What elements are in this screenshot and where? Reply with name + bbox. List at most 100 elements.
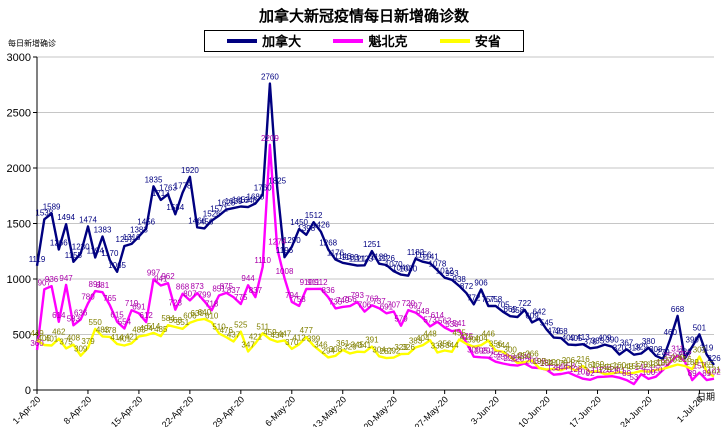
point-label: 89	[688, 369, 697, 378]
point-label: 648	[416, 307, 430, 316]
point-label: 408	[67, 334, 81, 343]
point-label: 250	[664, 351, 678, 360]
point-label: 525	[234, 321, 248, 330]
point-label: 404	[416, 334, 430, 343]
x-tick-label: 24-Jun-20	[618, 394, 654, 427]
point-label: 1008	[276, 267, 294, 276]
series-line-0	[35, 82, 715, 366]
point-label: 111	[613, 367, 626, 376]
point-label: 568	[169, 316, 183, 325]
point-label: 799	[198, 290, 212, 299]
point-label: 226	[504, 354, 518, 363]
x-tick-label: 3-Jun-20	[469, 394, 501, 426]
point-label: 718	[205, 299, 219, 308]
point-label: 89	[702, 369, 711, 378]
point-label: 1119	[29, 255, 46, 264]
point-label: 102	[707, 368, 721, 377]
legend-label-canada: 加拿大	[262, 33, 302, 49]
point-label: 997	[147, 268, 161, 277]
point-label: 291	[482, 347, 496, 356]
point-label: 448	[423, 329, 437, 338]
x-tick-label: 6-May-20	[263, 394, 297, 427]
point-label: 668	[671, 305, 685, 314]
point-label: 360	[30, 339, 44, 348]
x-tick-label: 17-Jun-20	[567, 394, 603, 427]
point-label: 642	[533, 308, 547, 317]
point-label: 1474	[79, 215, 97, 224]
point-label: 120	[598, 366, 612, 375]
point-label: 169	[591, 360, 605, 369]
point-label: 203	[525, 357, 539, 366]
point-label: 455	[453, 329, 467, 338]
point-label: 478	[103, 326, 117, 335]
point-label: 1110	[254, 256, 271, 265]
point-label: 230	[671, 354, 685, 363]
point-label: 160	[613, 361, 627, 370]
point-label: 993	[445, 269, 459, 278]
point-label: 1297	[116, 235, 134, 244]
point-label: 404	[474, 334, 488, 343]
y-tick-label: 500	[13, 330, 31, 342]
point-label: 190	[547, 358, 561, 367]
point-label: 1040	[392, 264, 410, 273]
point-label: 636	[74, 308, 88, 317]
point-label: 206	[562, 356, 576, 365]
point-label: 318	[627, 344, 641, 353]
point-label: 1466	[188, 216, 206, 225]
point-label: 198	[533, 357, 547, 366]
point-label: 501	[693, 323, 707, 332]
point-label: 551	[176, 318, 190, 327]
point-label: 287	[380, 347, 394, 356]
point-label: 483	[132, 325, 146, 334]
point-label: 1141	[421, 252, 439, 261]
point-label: 413	[576, 333, 590, 342]
point-label: 462	[52, 328, 66, 337]
point-label: 1584	[166, 203, 184, 212]
point-label: 1648	[239, 196, 257, 205]
point-label: 409	[598, 334, 612, 343]
point-label: 1494	[57, 213, 75, 222]
point-label: 391	[365, 336, 379, 345]
point-label: 295	[474, 346, 488, 355]
point-label: 459	[263, 328, 277, 337]
legend-entry-ontario: 安省	[439, 35, 501, 48]
point-label: 1456	[137, 217, 155, 226]
point-label: 319	[700, 344, 714, 353]
point-label: 175	[569, 360, 583, 369]
point-label: 906	[474, 278, 488, 287]
point-label: 691	[132, 302, 146, 311]
point-label: 756	[343, 295, 357, 304]
legend: 加拿大 魁北克 安省	[204, 30, 524, 52]
point-label: 190	[656, 358, 670, 367]
point-label: 239	[496, 353, 510, 362]
point-label: 630	[191, 309, 205, 318]
y-tick-label: 2000	[7, 163, 31, 175]
point-label: 144	[554, 363, 568, 372]
point-label: 379	[81, 337, 95, 346]
point-label: 121	[707, 366, 721, 375]
point-label: 936	[45, 275, 59, 284]
point-label: 720	[402, 299, 416, 308]
point-label: 658	[511, 306, 525, 315]
point-label: 944	[241, 274, 255, 283]
point-label: 148	[620, 363, 634, 372]
y-tick-label: 2500	[7, 108, 31, 120]
point-label: 1653	[232, 196, 250, 205]
point-label: 763	[365, 294, 379, 303]
point-label: 1290	[283, 236, 301, 245]
x-tick-label: 20-May-20	[362, 394, 399, 427]
point-label: 383	[409, 337, 423, 346]
point-label: 341	[358, 341, 372, 350]
point-label: 1155	[65, 251, 83, 260]
point-label: 1138	[370, 253, 388, 262]
point-label: 210	[664, 356, 678, 365]
point-label: 180	[649, 359, 663, 368]
point-label: 758	[489, 295, 503, 304]
legend-entry-canada: 加拿大	[227, 35, 301, 48]
point-label: 323	[394, 343, 408, 352]
point-label: 1194	[87, 247, 105, 256]
point-label: 1398	[297, 224, 315, 233]
point-label: 807	[183, 289, 197, 298]
point-label: 1012	[436, 267, 454, 276]
